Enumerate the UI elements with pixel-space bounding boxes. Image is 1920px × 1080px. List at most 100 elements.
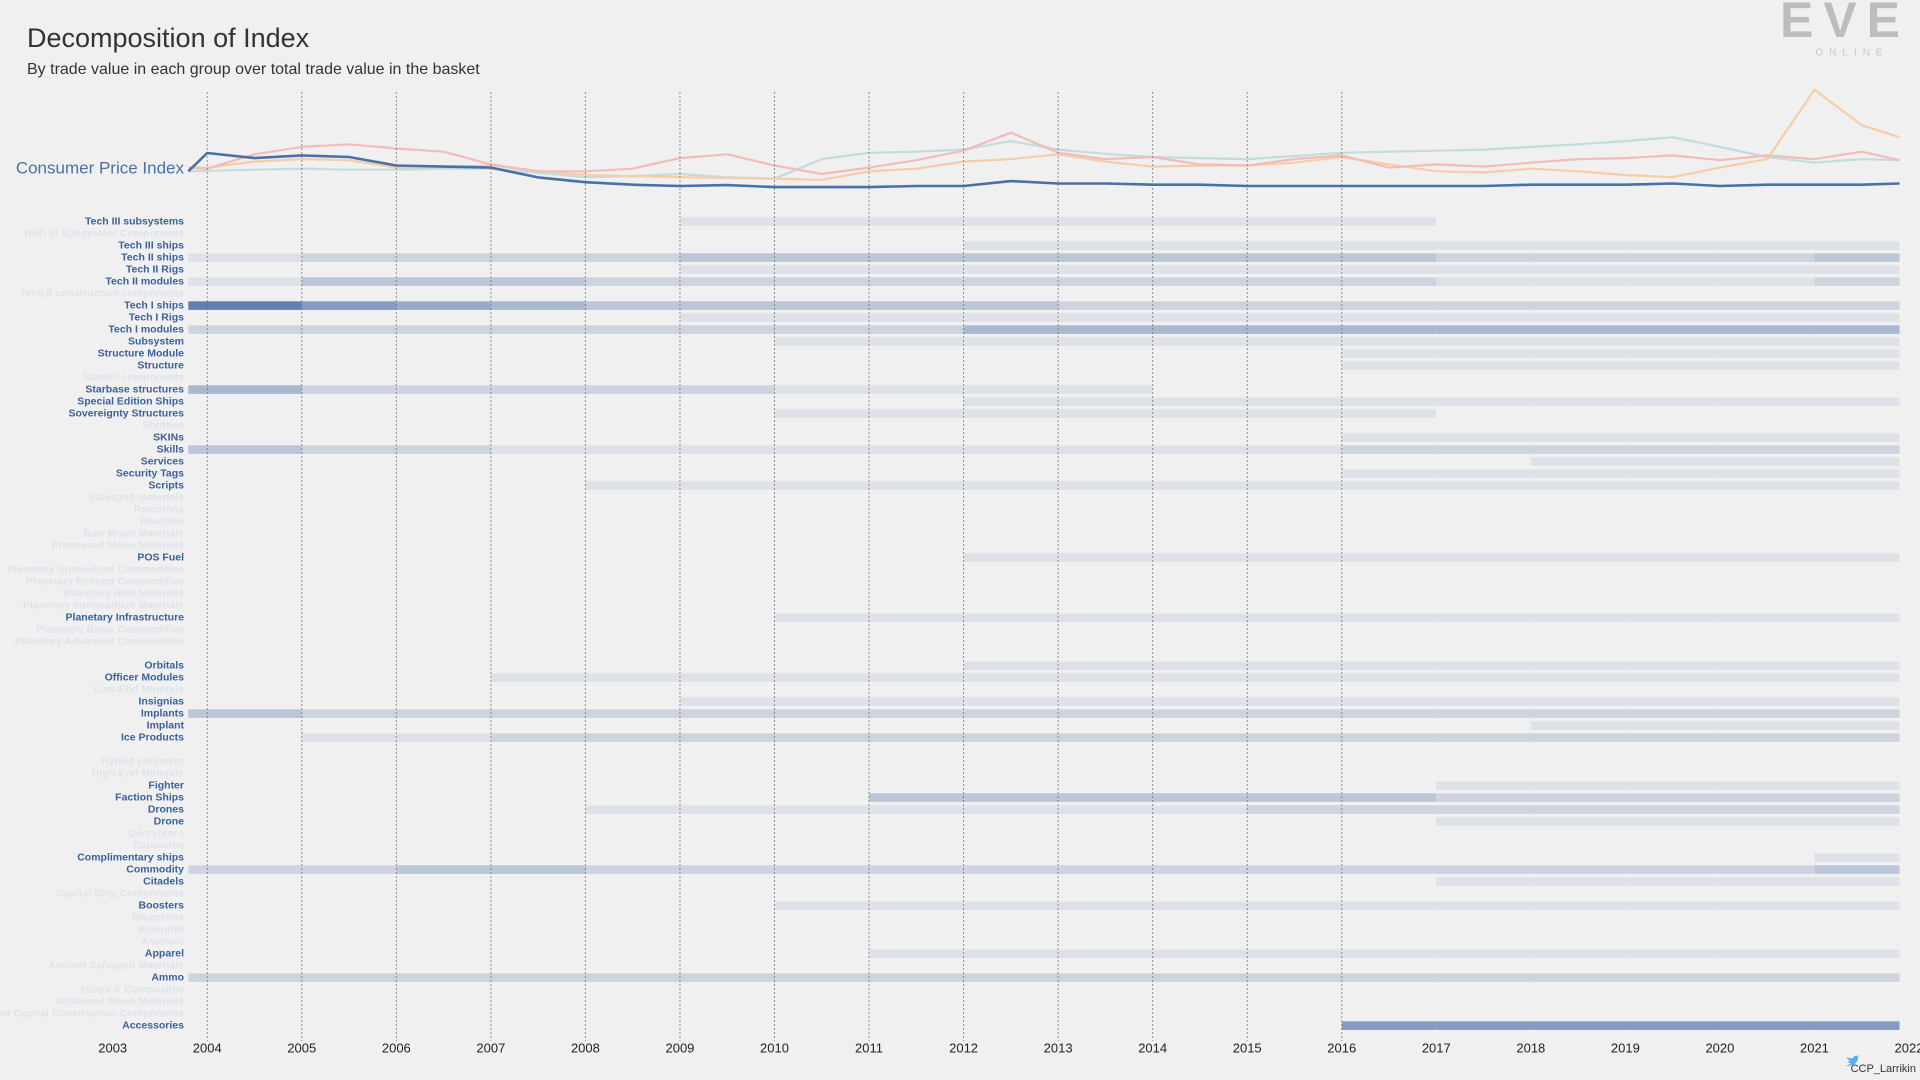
heat-cell (774, 817, 870, 826)
heat-cell (301, 961, 397, 970)
heat-cell (1436, 841, 1531, 850)
heat-cell (396, 721, 491, 730)
heat-cell (1058, 541, 1153, 550)
heat-cell (1247, 685, 1342, 694)
heat-cell (679, 553, 775, 562)
heat-cell (963, 877, 1059, 886)
heat-cell (301, 661, 397, 670)
heat-cell (869, 721, 964, 730)
heat-cell (1058, 781, 1153, 790)
heat-cell (679, 325, 775, 334)
heat-cell (1719, 397, 1815, 406)
heat-cell (869, 493, 964, 502)
heat-cell (1814, 433, 1900, 442)
heat-cell (679, 265, 775, 274)
heat-cell (1152, 877, 1248, 886)
heat-cell (1152, 745, 1248, 754)
heat-cell (490, 361, 586, 370)
heat-cell (774, 409, 870, 418)
heat-cell (396, 697, 491, 706)
heat-cell (396, 361, 491, 370)
row-label: Boosters (138, 899, 184, 911)
x-tick-label: 2021 (1800, 1040, 1829, 1055)
heat-cell (1719, 493, 1815, 502)
heat-cell (1152, 913, 1248, 922)
heat-cell (1058, 505, 1153, 514)
heat-cell (963, 637, 1059, 646)
heat-cell (1247, 289, 1342, 298)
heat-cell (1058, 997, 1153, 1006)
heat-cell (1530, 817, 1626, 826)
heat-cell (963, 985, 1059, 994)
heat-cell (1152, 865, 1248, 874)
heat-cell (1058, 289, 1153, 298)
row-label: Decryptors (129, 827, 185, 839)
heat-cell (963, 697, 1059, 706)
heat-cell (1247, 733, 1342, 742)
heat-cell (1247, 817, 1342, 826)
heat-cell (963, 769, 1059, 778)
heat-cell (1058, 601, 1153, 610)
row-label: Blueprints (132, 911, 184, 923)
heat-cell (963, 841, 1059, 850)
heat-cell (188, 433, 302, 442)
heat-cell (774, 553, 870, 562)
heat-cell (188, 313, 302, 322)
heat-cell (1814, 385, 1900, 394)
heat-cell (396, 457, 491, 466)
heat-cell (1719, 613, 1815, 622)
heat-cell (585, 565, 680, 574)
heat-cell (301, 409, 397, 418)
heat-cell (963, 505, 1059, 514)
heat-cell (1625, 721, 1720, 730)
heat-cell (585, 805, 680, 814)
heat-cell (1341, 493, 1437, 502)
heat-cell (1436, 301, 1531, 310)
heat-cell (1530, 565, 1626, 574)
heat-cell (1719, 925, 1815, 934)
heat-cell (1436, 949, 1531, 958)
heat-cell (301, 505, 397, 514)
x-tick-label: 2015 (1233, 1040, 1262, 1055)
heat-cell (490, 457, 586, 466)
heat-cell (869, 337, 964, 346)
heat-cell (396, 289, 491, 298)
heat-cell (1436, 325, 1531, 334)
heat-cell (1152, 349, 1248, 358)
heat-cell (1247, 997, 1342, 1006)
heat-cell (1719, 481, 1815, 490)
heat-cell (679, 457, 775, 466)
heat-cell (1247, 973, 1342, 982)
heat-cell (1814, 553, 1900, 562)
heat-cell (963, 1009, 1059, 1018)
heat-cell (490, 517, 586, 526)
heat-cell (1436, 313, 1531, 322)
row-label: Planetary Intermediate Materials (23, 599, 184, 611)
heat-cell (963, 865, 1059, 874)
heat-cell (1341, 889, 1437, 898)
heat-cell (1152, 229, 1248, 238)
heat-cell (1341, 613, 1437, 622)
heat-cell (1530, 337, 1626, 346)
series-label: Consumer Price Index (16, 158, 185, 177)
heat-cell (1530, 793, 1626, 802)
heat-cell (396, 877, 491, 886)
heat-cell (1814, 625, 1900, 634)
heat-cell (1719, 469, 1815, 478)
heat-cell (679, 589, 775, 598)
heat-cell (1152, 625, 1248, 634)
heat-cell (1436, 697, 1531, 706)
heat-cell (1058, 649, 1153, 658)
heat-cell (585, 925, 680, 934)
heat-cell (1530, 721, 1626, 730)
heat-cell (1341, 901, 1437, 910)
heat-cell (1058, 697, 1153, 706)
heat-cell (774, 889, 870, 898)
heat-cell (1814, 829, 1900, 838)
heat-cell (774, 769, 870, 778)
heat-cell (1058, 229, 1153, 238)
heat-cell (490, 301, 586, 310)
row-label: Ancient Salvaged Materials (48, 959, 184, 971)
heat-cell (188, 265, 302, 274)
heat-cell (1814, 313, 1900, 322)
